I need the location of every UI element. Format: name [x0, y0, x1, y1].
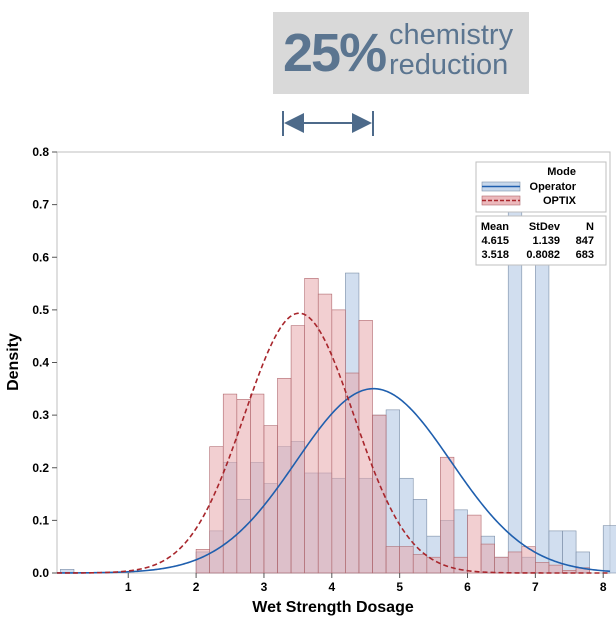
- x-tick-label-1: 1: [125, 580, 132, 594]
- callout-line-1: chemistry: [389, 19, 514, 51]
- y-axis-label: Density: [5, 333, 22, 391]
- y-tick-label-0.7: 0.7: [32, 198, 49, 212]
- axes: 1 2 3 4 5 6 7 8 0.0 0.1 0.2 0.3 0.4 0.5 0.6 0.7 0.8: [32, 145, 607, 594]
- y-tick-label-0.6: 0.6: [32, 250, 49, 264]
- bar-optix-19: [317, 293, 333, 574]
- bar-optix-10: [195, 549, 210, 574]
- bar-optix-13: [236, 399, 251, 574]
- callout-text: chemistry reduction: [389, 20, 513, 81]
- x-tick-label-3: 3: [261, 580, 268, 594]
- x-axis-label: Wet Strength Dosage: [252, 599, 414, 616]
- bar-optix-16: [277, 377, 292, 574]
- y-tick-label-0.4: 0.4: [32, 356, 49, 370]
- bar-optix-32: [494, 556, 509, 574]
- stats-cell-0-0: 4.615: [481, 235, 509, 247]
- bar-optix-28: [440, 456, 455, 574]
- bar-optix-15: [263, 425, 278, 574]
- y-tick-label-0.1: 0.1: [32, 513, 49, 527]
- bar-optix-24: [385, 546, 400, 574]
- bar-optix-36: [548, 564, 563, 574]
- bar-optix-18: [304, 277, 319, 574]
- bar-optix-34: [521, 546, 536, 574]
- stats-header-stdev: StDev: [529, 221, 561, 233]
- callout-box: 25% chemistry reduction: [273, 12, 529, 94]
- bar-optix-26: [412, 554, 428, 574]
- y-tick-label-0.2: 0.2: [32, 461, 49, 475]
- bar-optix-29: [453, 556, 468, 574]
- x-tick-label-7: 7: [532, 580, 539, 594]
- bar-optix-12: [222, 393, 238, 574]
- stats-cell-1-2: 683: [576, 249, 594, 261]
- stats-cell-1-1: 0.8082: [526, 249, 560, 261]
- stats-header-n: N: [586, 221, 594, 233]
- bar-optix-21: [345, 372, 360, 574]
- bar-optix-23: [372, 414, 387, 574]
- x-tick-label-8: 8: [600, 580, 607, 594]
- bar-optix-14: [250, 393, 265, 574]
- legend: Mode Operator OPTIX Mean StDev N 4.615 1.139 847…: [475, 161, 607, 266]
- stats-table-box: [475, 215, 607, 266]
- stats-cell-0-1: 1.139: [532, 235, 560, 247]
- callout-line-2: reduction: [389, 49, 509, 82]
- bar-optix-31: [480, 543, 495, 574]
- stats-header-mean: Mean: [481, 221, 509, 233]
- y-tick-label-0.8: 0.8: [32, 145, 49, 159]
- bar-optix-22: [358, 320, 373, 574]
- y-tick-label-0.5: 0.5: [32, 303, 49, 317]
- bar-operator-35: [535, 256, 550, 574]
- density-curve-optix: [57, 312, 610, 574]
- callout-percent: 25%: [283, 23, 387, 83]
- legend-entry-operator: Operator: [530, 181, 577, 193]
- bar-optix-35: [535, 562, 550, 574]
- bar-optix-11: [209, 446, 224, 574]
- stats-cell-1-0: 3.518: [481, 249, 509, 261]
- bar-optix-30: [467, 514, 482, 574]
- y-tick-label-0.0: 0.0: [32, 566, 49, 580]
- histogram-bars: [60, 183, 616, 574]
- bar-optix-25: [399, 546, 414, 574]
- bar-optix-17: [290, 325, 305, 574]
- stats-cell-0-2: 847: [576, 235, 594, 247]
- x-tick-label-5: 5: [396, 580, 403, 594]
- density-curve-operator: [56, 387, 611, 574]
- bar-optix-33: [507, 551, 523, 574]
- density-curves: [56, 312, 611, 574]
- x-tick-label-2: 2: [193, 580, 200, 594]
- legend-entry-optix: OPTIX: [543, 195, 577, 207]
- reduction-arrow: [282, 111, 374, 136]
- y-tick-label-0.3: 0.3: [32, 408, 49, 422]
- x-tick-label-6: 6: [464, 580, 471, 594]
- x-tick-label-4: 4: [328, 580, 335, 594]
- legend-title: Mode: [547, 166, 576, 178]
- bar-optix-20: [331, 309, 346, 574]
- bar-operator-40: [602, 525, 616, 574]
